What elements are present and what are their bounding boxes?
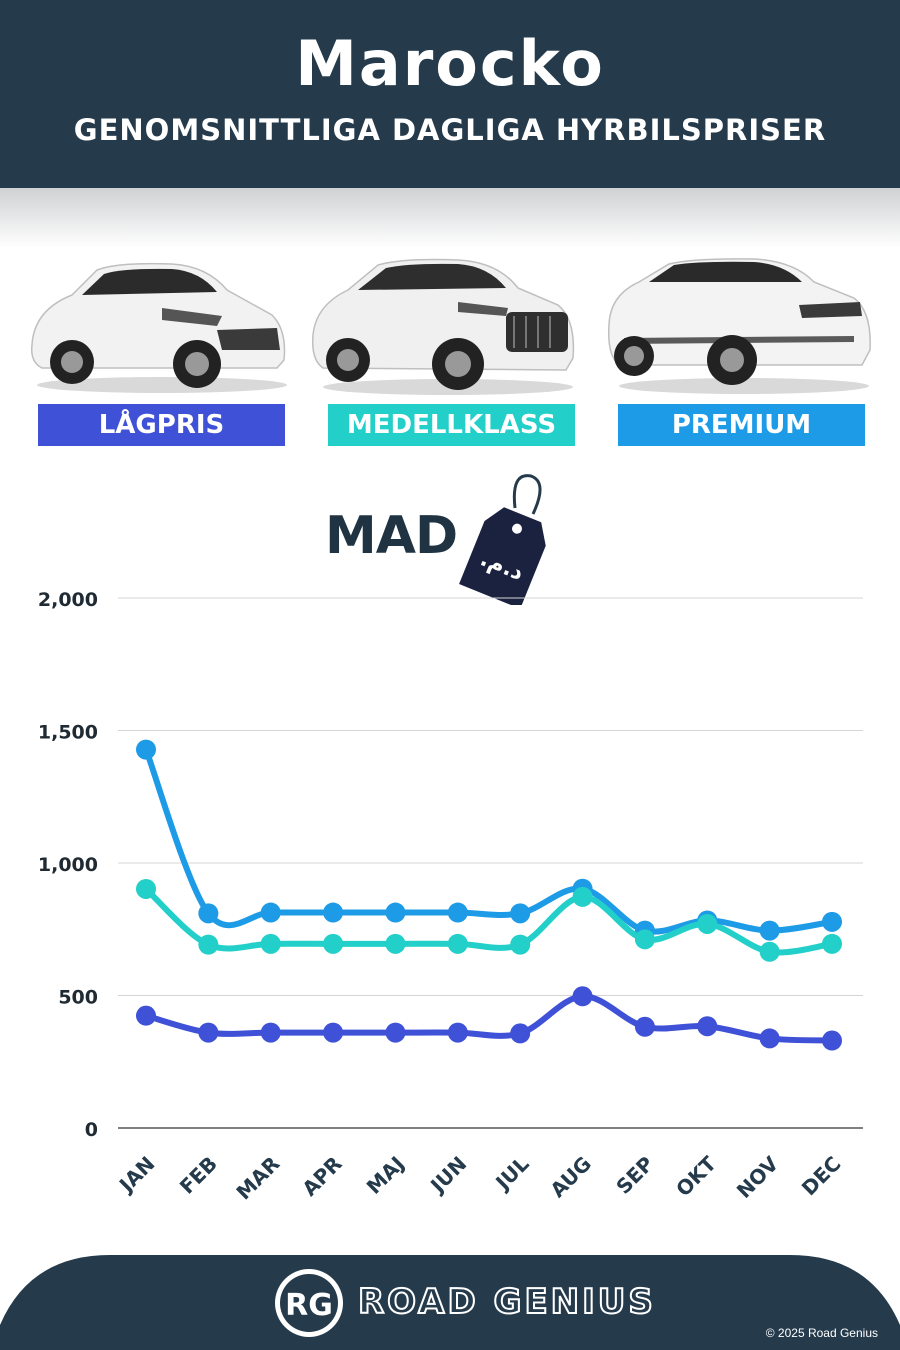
data-point (759, 941, 780, 962)
data-point (822, 933, 842, 954)
x-tick-label: JUL (490, 1151, 534, 1195)
data-point (447, 1022, 468, 1043)
data-point (759, 1028, 780, 1049)
x-tick-label: APR (297, 1152, 346, 1201)
data-point (697, 1016, 718, 1037)
data-point (510, 1023, 531, 1044)
midclass-car-image (311, 258, 575, 395)
chart-x-labels: JAN FEB MAR APR MAJ JUN JUL AUG SEP OKT NOV DEC (113, 1151, 845, 1204)
data-point (510, 934, 531, 955)
x-tick-label: JAN (113, 1152, 159, 1198)
data-point (323, 933, 344, 954)
header: Marocko GENOMSNITTLIGA DAGLIGA HYRBILSPR… (0, 0, 900, 188)
data-point (198, 1022, 219, 1043)
data-point (447, 902, 468, 923)
series-line (143, 993, 835, 1044)
category-label-midclass: MEDELLKLASS (328, 404, 575, 446)
data-point (260, 902, 281, 923)
data-point (634, 1016, 655, 1037)
page-title: Marocko (295, 27, 605, 100)
price-chart: 2,000 1,500 1,000 500 0 JAN FEB MAR APR MAJ JUN JU… (38, 589, 863, 1204)
data-point (759, 920, 780, 941)
data-point (136, 878, 156, 899)
y-tick-label: 2,000 (38, 589, 98, 611)
data-point (136, 1005, 156, 1026)
data-point (510, 903, 531, 924)
data-point (447, 933, 468, 954)
data-point (572, 986, 593, 1007)
y-tick-label: 1,000 (38, 854, 98, 876)
data-point (822, 1030, 842, 1051)
y-tick-label: 500 (58, 987, 98, 1009)
copyright: © 2025 Road Genius (765, 1326, 878, 1340)
x-tick-label: NOV (732, 1151, 784, 1203)
data-point (385, 1022, 406, 1043)
premium-car-image (607, 258, 871, 394)
data-point (198, 934, 219, 955)
data-point (822, 911, 842, 932)
data-point (385, 902, 406, 923)
data-point (323, 1022, 344, 1043)
data-point (572, 886, 593, 907)
x-tick-label: AUG (546, 1152, 597, 1203)
data-point (260, 933, 281, 954)
x-tick-label: JUN (424, 1152, 471, 1199)
page-subtitle: GENOMSNITTLIGA DAGLIGA HYRBILSPRISER (73, 113, 827, 147)
data-point (697, 913, 718, 934)
header-shadow (0, 188, 900, 248)
series-line (143, 746, 835, 935)
chart-grid: 2,000 1,500 1,000 500 0 (38, 589, 863, 1141)
chart-series (136, 739, 842, 1051)
category-label-premium: PREMIUM (618, 404, 865, 446)
y-tick-label: 1,500 (38, 722, 98, 744)
data-point (385, 933, 406, 954)
currency-indicator: MAD .د.م (325, 470, 565, 610)
data-point (136, 739, 156, 760)
data-point (634, 929, 655, 950)
brand-logo-icon: RG (285, 1288, 333, 1323)
x-tick-label: OKT (671, 1151, 721, 1201)
data-point (198, 903, 219, 924)
x-tick-label: MAR (231, 1152, 284, 1205)
budget-car-image (30, 262, 287, 393)
x-tick-label: MAJ (362, 1152, 409, 1199)
category-label-budget: LÅGPRIS (38, 404, 285, 446)
price-tag-icon: .د.م (459, 474, 546, 605)
brand-name: ROAD GENIUS (357, 1281, 656, 1323)
data-point (260, 1022, 281, 1043)
y-tick-label: 0 (85, 1119, 98, 1141)
x-tick-label: SEP (611, 1152, 658, 1199)
x-tick-label: FEB (175, 1152, 222, 1199)
x-tick-label: DEC (797, 1152, 846, 1201)
data-point (323, 902, 344, 923)
footer: RG (0, 1255, 900, 1350)
currency-code: MAD (325, 506, 458, 566)
